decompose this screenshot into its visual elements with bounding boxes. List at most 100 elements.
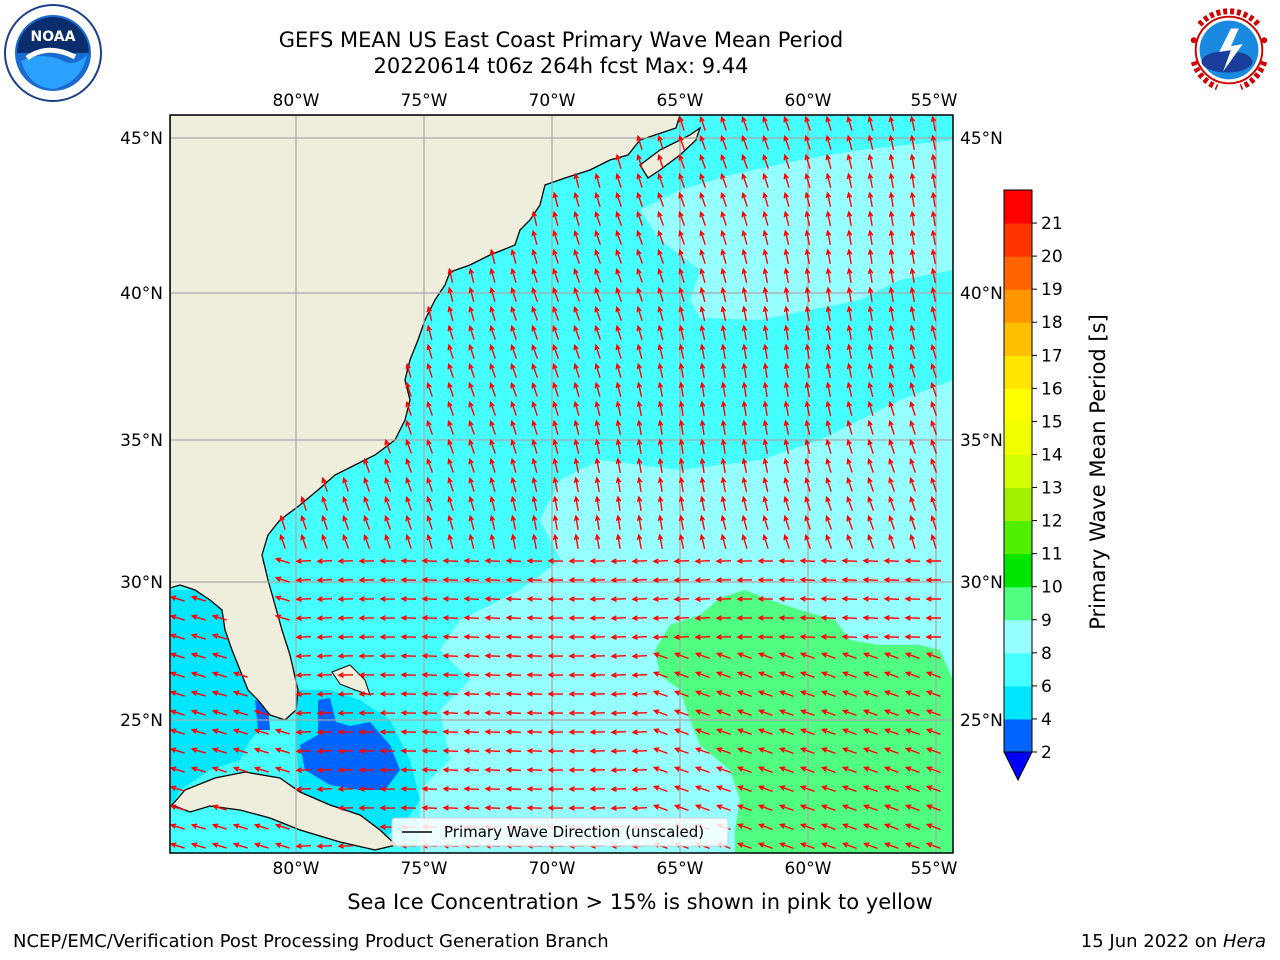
wave-arrow (694, 709, 710, 717)
wave-arrow (631, 691, 648, 697)
graticule (170, 115, 953, 853)
wave-arrow (489, 324, 496, 340)
wave-arrow (904, 709, 920, 717)
wave-arrow (505, 729, 522, 735)
wave-arrow (694, 766, 710, 774)
wave-arrow (421, 577, 438, 583)
wave-arrow (610, 634, 627, 640)
wave-arrow (615, 229, 623, 245)
map-area (170, 115, 953, 853)
wave-arrow (778, 766, 794, 774)
wave-arrow (930, 343, 937, 359)
wave-arrow (762, 134, 770, 150)
wave-arrow (631, 748, 648, 754)
wave-arrow (925, 842, 941, 850)
wave-arrow (421, 710, 438, 716)
wave-arrow (652, 596, 669, 602)
wave-arrow (505, 805, 522, 811)
wave-arrow (442, 672, 459, 678)
wave-arrow (295, 767, 312, 773)
wave-arrow (547, 786, 564, 792)
wave-arrow (904, 804, 920, 812)
wave-arrow (930, 419, 938, 435)
wave-arrow (694, 615, 711, 621)
wave-arrow (694, 634, 711, 640)
wave-arrow (867, 400, 874, 416)
wave-arrow (804, 533, 811, 549)
wave-arrow (421, 691, 438, 697)
wave-arrow (867, 419, 874, 435)
wave-arrow (463, 634, 480, 640)
wave-arrow (573, 343, 580, 359)
wave-arrow (783, 533, 790, 549)
wave-arrow (720, 400, 727, 417)
wave-arrow (484, 634, 501, 640)
wave-arrow (190, 595, 206, 602)
wave-arrow (379, 653, 396, 659)
lon-label: 70°W (529, 859, 576, 879)
wave-arrow (190, 633, 206, 640)
wave-arrow (321, 495, 328, 511)
wave-arrow (841, 596, 858, 602)
wave-arrow (631, 786, 648, 792)
wave-arrow (636, 191, 643, 207)
wave-arrow (825, 210, 832, 227)
wave-arrow (867, 153, 874, 169)
wave-arrow (883, 766, 899, 774)
wave-arrow (804, 343, 811, 360)
wave-arrow (846, 172, 853, 188)
wave-arrow (447, 343, 454, 359)
wave-arrow (904, 747, 920, 755)
wave-arrow (757, 823, 773, 831)
wave-arrow (426, 362, 433, 378)
wave-arrow (636, 324, 643, 340)
sea-ice-note: Sea Ice Concentration > 15% is shown in … (347, 890, 933, 914)
wave-arrow (316, 615, 333, 621)
wave-arrow (421, 558, 438, 564)
wave-arrow (699, 419, 706, 436)
wave-arrow (804, 267, 811, 284)
wave-arrow (804, 457, 811, 473)
wave-arrow (888, 229, 895, 246)
wave-arrow (909, 438, 917, 454)
wave-arrow (804, 172, 811, 188)
wave-arrow (741, 134, 749, 150)
wave-arrow (720, 248, 727, 264)
wave-arrow (573, 362, 580, 378)
wave-arrow (447, 324, 454, 340)
wave-arrow (678, 229, 685, 245)
wave-arrow (337, 691, 354, 697)
wave-arrow (867, 381, 874, 397)
wave-arrow (615, 267, 623, 283)
wave-arrow (720, 362, 727, 379)
wave-arrow (295, 615, 312, 621)
wave-arrow (573, 267, 581, 283)
chart-subtitle: 20220614 t06z 264h fcst Max: 9.44 (373, 54, 749, 78)
wave-arrow (531, 400, 538, 416)
wave-arrow (846, 134, 853, 150)
wave-arrow (400, 577, 417, 583)
wave-arrow (841, 671, 857, 679)
wave-arrow (568, 634, 585, 640)
wave-arrow (909, 248, 916, 265)
wave-arrow (736, 709, 752, 717)
wave-arrow (274, 842, 290, 849)
colorbar-tick-label: 6 (1041, 677, 1052, 697)
wave-arrow (736, 596, 753, 602)
lon-label: 55°W (911, 859, 958, 879)
wave-arrow (636, 400, 643, 417)
wave-arrow (190, 671, 206, 678)
wave-arrow (715, 634, 732, 640)
wave-arrow (421, 786, 438, 792)
wave-arrow (799, 634, 816, 640)
wave-arrow (841, 747, 857, 755)
colorbar-tick-label: 10 (1041, 578, 1063, 598)
wave-arrow (757, 558, 774, 564)
wave-arrow (547, 634, 564, 640)
wave-arrow (316, 786, 333, 792)
wave-arrow (736, 842, 752, 850)
wave-arrow (211, 614, 227, 621)
wave-arrow (463, 577, 480, 583)
wave-arrow (673, 785, 689, 793)
wave-arrow (930, 438, 938, 454)
